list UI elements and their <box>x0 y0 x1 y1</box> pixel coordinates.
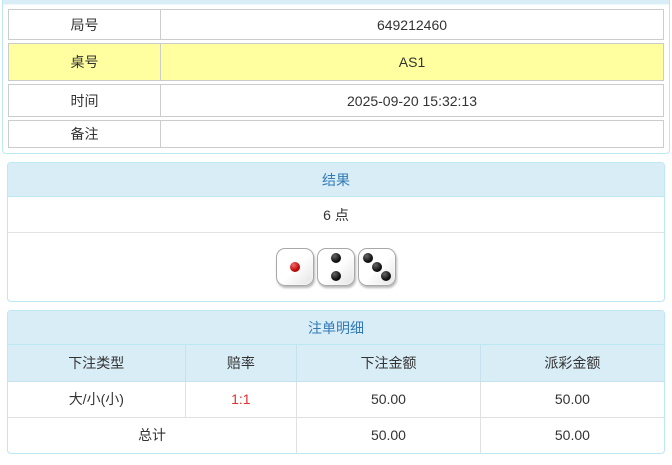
remark-label: 备注 <box>9 121 161 147</box>
total-payout-amount-cell: 50.00 <box>479 416 664 453</box>
result-panel: 结果 6 点 <box>7 162 665 302</box>
round-number-label: 局号 <box>9 10 161 39</box>
time-label: 时间 <box>9 85 161 116</box>
info-row-remark: 备注 <box>8 120 664 148</box>
time-value: 2025-09-20 15:32:13 <box>347 92 477 109</box>
bet-details-panel: 注单明细 下注类型 赔率 下注金额 派彩金额 大/小(小) 1:1 50.00 … <box>7 310 665 454</box>
die-icon <box>317 248 355 286</box>
payout-amount-cell: 50.00 <box>479 380 664 418</box>
table-number-value: AS1 <box>398 54 426 70</box>
bet-table-header-row: 下注类型 赔率 下注金额 派彩金额 <box>8 345 664 382</box>
game-info-table: 局号 649212460 桌号 AS1 时间 2025-09-20 15:32:… <box>3 5 669 153</box>
odds-cell: 1:1 <box>184 380 298 418</box>
round-number-value: 649212460 <box>376 16 448 33</box>
bet-amount-cell: 50.00 <box>296 380 481 418</box>
bet-row: 大/小(小) 1:1 50.00 50.00 <box>8 380 664 418</box>
game-info-panel: 局号 649212460 桌号 AS1 时间 2025-09-20 15:32:… <box>2 0 670 154</box>
total-bet-amount-cell: 50.00 <box>296 416 481 453</box>
col-header-odds: 赔率 <box>184 345 298 382</box>
die-icon <box>276 248 314 286</box>
bet-type-cell: 大/小(小) <box>8 380 186 418</box>
bet-details-title: 注单明细 <box>8 311 664 345</box>
info-row-round: 局号 649212460 <box>8 9 664 40</box>
bet-details-table: 下注类型 赔率 下注金额 派彩金额 大/小(小) 1:1 50.00 50.00… <box>8 345 664 453</box>
die-icon <box>358 248 396 286</box>
result-points: 6 点 <box>8 197 664 233</box>
info-row-time: 时间 2025-09-20 15:32:13 <box>8 84 664 117</box>
total-row: 总计 50.00 50.00 <box>8 416 664 453</box>
table-number-label: 桌号 <box>9 44 161 80</box>
col-header-bet-amount: 下注金额 <box>296 345 481 382</box>
info-row-table: 桌号 AS1 <box>8 43 664 81</box>
remark-value <box>161 121 663 147</box>
col-header-payout-amount: 派彩金额 <box>479 345 664 382</box>
dice-row <box>8 233 664 301</box>
total-label-cell: 总计 <box>8 416 298 453</box>
result-panel-title: 结果 <box>8 163 664 197</box>
col-header-bet-type: 下注类型 <box>8 345 186 382</box>
clipped-panel-header <box>3 0 669 5</box>
